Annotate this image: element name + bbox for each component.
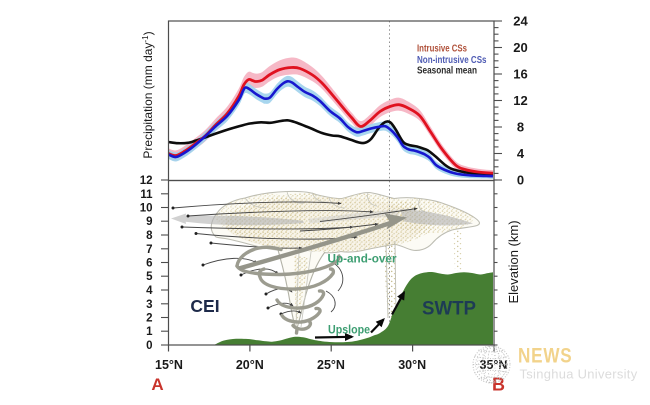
svg-text:8: 8 bbox=[517, 120, 524, 135]
svg-text:A: A bbox=[151, 375, 163, 394]
svg-text:B: B bbox=[492, 375, 505, 395]
svg-text:9: 9 bbox=[146, 216, 152, 228]
svg-text:4: 4 bbox=[517, 146, 525, 161]
svg-text:Non-intrusive CSs: Non-intrusive CSs bbox=[417, 54, 487, 66]
svg-text:CEI: CEI bbox=[190, 296, 219, 316]
svg-text:6: 6 bbox=[146, 258, 152, 270]
svg-text:10: 10 bbox=[140, 203, 153, 215]
svg-text:15°N: 15°N bbox=[155, 358, 183, 372]
svg-text:Elevation (km): Elevation (km) bbox=[506, 220, 521, 303]
svg-text:Up-and-over: Up-and-over bbox=[328, 252, 397, 266]
svg-text:25°N: 25°N bbox=[317, 358, 345, 372]
svg-text:Intrusive CSs: Intrusive CSs bbox=[417, 43, 467, 55]
svg-text:Tsinghua University: Tsinghua University bbox=[520, 368, 638, 382]
svg-text:0: 0 bbox=[146, 340, 152, 352]
svg-text:NEWS: NEWS bbox=[518, 344, 573, 368]
svg-text:8: 8 bbox=[146, 230, 153, 242]
svg-text:Upslope: Upslope bbox=[328, 323, 370, 337]
svg-text:24: 24 bbox=[513, 14, 528, 29]
svg-text:0: 0 bbox=[517, 173, 524, 188]
svg-text:4: 4 bbox=[146, 285, 153, 297]
svg-text:20°N: 20°N bbox=[236, 358, 264, 372]
svg-text:16: 16 bbox=[513, 67, 527, 82]
svg-text:5: 5 bbox=[146, 271, 153, 283]
svg-text:30°N: 30°N bbox=[398, 358, 426, 372]
svg-text:7: 7 bbox=[146, 244, 152, 256]
svg-text:12: 12 bbox=[140, 175, 153, 187]
svg-text:Precipitation (mm day-1): Precipitation (mm day-1) bbox=[141, 31, 155, 158]
svg-text:Seasonal mean: Seasonal mean bbox=[417, 65, 477, 77]
svg-text:2: 2 bbox=[146, 313, 152, 325]
svg-text:11: 11 bbox=[140, 189, 153, 201]
svg-text:SWTP: SWTP bbox=[422, 298, 476, 320]
svg-text:3: 3 bbox=[146, 299, 152, 311]
svg-text:20: 20 bbox=[513, 40, 527, 55]
svg-text:1: 1 bbox=[146, 326, 153, 338]
svg-text:12: 12 bbox=[513, 93, 527, 108]
